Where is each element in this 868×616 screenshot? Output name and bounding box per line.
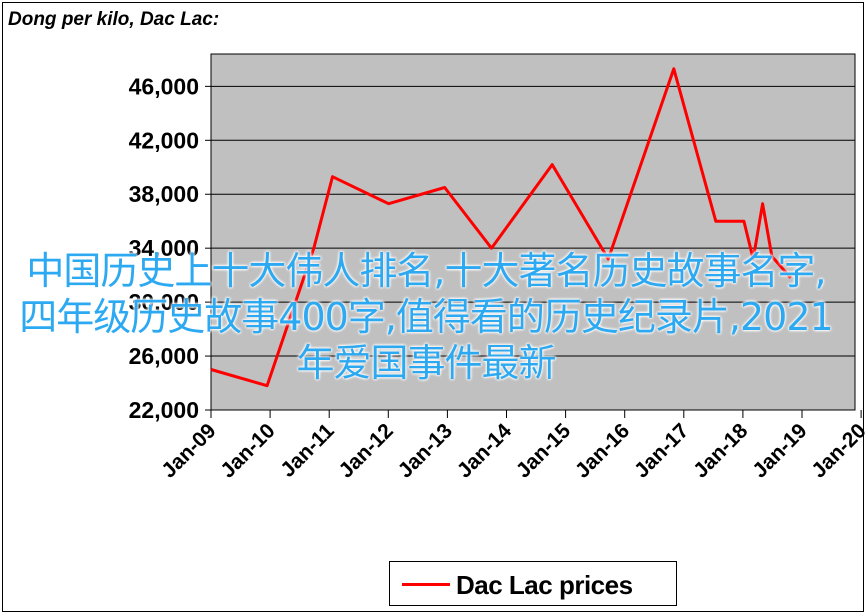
y-tick-label: 38,000 <box>129 181 199 207</box>
x-tick-label: Jan-09 <box>157 419 220 482</box>
x-axis: Jan-09Jan-10Jan-11Jan-12Jan-13Jan-14Jan-… <box>157 410 868 483</box>
series-lines <box>210 67 792 388</box>
x-tick-label: Jan-12 <box>335 419 398 482</box>
y-tick-label: 26,000 <box>129 343 199 369</box>
x-tick-label: Jan-16 <box>571 419 634 482</box>
legend: Dac Lac prices <box>389 561 677 606</box>
x-tick-label: Jan-18 <box>689 419 753 483</box>
x-tick-label: Jan-10 <box>216 419 279 482</box>
x-tick-label: Jan-17 <box>630 419 693 482</box>
y-tick-label: 22,000 <box>129 397 199 423</box>
legend-label: Dac Lac prices <box>456 570 633 600</box>
x-tick-label: Jan-19 <box>748 419 811 482</box>
x-tick-label: Jan-11 <box>276 419 339 482</box>
y-tick-label: 42,000 <box>129 127 199 153</box>
y-tick-label: 30,000 <box>129 289 199 315</box>
x-tick-label: Jan-14 <box>453 419 517 483</box>
x-tick-label: Jan-13 <box>394 419 457 482</box>
x-tick-label: Jan-20 <box>807 419 868 482</box>
x-tick-label: Jan-15 <box>512 419 576 483</box>
y-axis: 22,000 26,000 30,000 34,000 38,000 42,000 46,0… <box>129 73 211 423</box>
y-tick-label: 46,000 <box>129 73 199 99</box>
chart-title: Dong per kilo, Dac Lac: <box>8 9 220 30</box>
legend-swatch <box>402 583 450 586</box>
gridlines <box>211 85 855 411</box>
overlay-caption: 中国历史上十大伟人排名,十大著名历史故事名字,四年级历史故事400字,值得看的历… <box>19 249 833 385</box>
series-line-dac-lac-prices <box>210 67 792 388</box>
y-tick-label: 34,000 <box>129 235 199 261</box>
